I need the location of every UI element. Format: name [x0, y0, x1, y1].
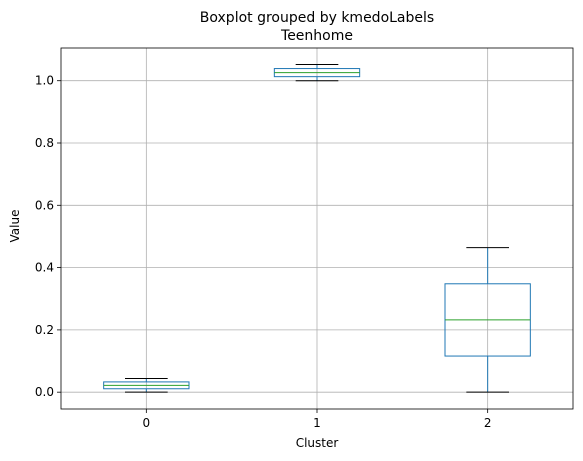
- axes-frame: [60, 47, 574, 410]
- y-axis-label: Value: [8, 210, 22, 243]
- plot-area: 0.0 0.2 0.4 0.6 0.8 1.0 0 1 2: [35, 47, 574, 430]
- x-tick-label: 1: [313, 416, 321, 430]
- x-axis-label: Cluster: [296, 436, 339, 450]
- y-tick-label: 0.8: [35, 136, 54, 150]
- y-tick-label: 0.0: [35, 385, 54, 399]
- chart-title: Teenhome: [280, 28, 353, 44]
- y-tick-label: 1.0: [35, 74, 54, 88]
- y-tick-label: 0.2: [35, 323, 54, 337]
- chart-suptitle: Boxplot grouped by kmedoLabels: [200, 10, 434, 26]
- y-tick-label: 0.6: [35, 198, 54, 212]
- y-tick-label: 0.4: [35, 261, 54, 275]
- x-tick-label: 2: [484, 416, 492, 430]
- x-tick-label: 0: [143, 416, 151, 430]
